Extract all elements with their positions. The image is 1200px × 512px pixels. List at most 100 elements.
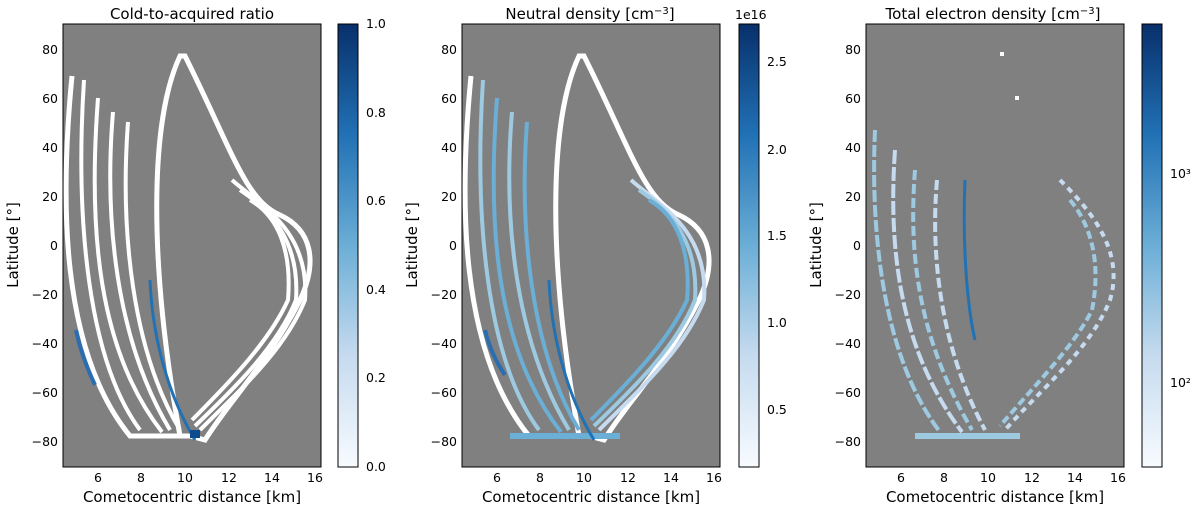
cbar-2-tick-2: 1.5 xyxy=(767,228,787,243)
cbar-2-tick-4: 2.5 xyxy=(767,54,787,69)
track-right-1 xyxy=(198,178,308,432)
y-label-2: Latitude [°] xyxy=(403,202,421,288)
track-inner-3 xyxy=(108,111,172,432)
x-tick-1-12: 12 xyxy=(221,470,237,485)
x-tick-2-6: 6 xyxy=(493,470,501,485)
x-tick-2-12: 12 xyxy=(620,470,636,485)
cbar-1-tick-1: 0.2 xyxy=(366,370,386,385)
panel-cold-ratio: Cold-to-acquired ratio 6 8 10 12 14 16 C… xyxy=(4,5,386,506)
track-3-inner-3 xyxy=(911,169,974,432)
plot-area-2 xyxy=(461,23,721,468)
y-tick-1-60: 60 xyxy=(42,91,58,106)
track-3-inner-2 xyxy=(891,149,964,434)
panel-2-title: Neutral density [cm−3] xyxy=(505,5,674,23)
panel-electron-density: Total electron density [cm−3] 6 8 10 12 … xyxy=(807,5,1191,506)
x-axis-3: 6 8 10 12 14 16 Cometocentric distance [… xyxy=(886,470,1126,506)
y-tick-1-m20: −20 xyxy=(32,287,58,302)
y-tick-3-m60: −60 xyxy=(835,385,861,400)
track-right-3 xyxy=(190,198,291,422)
highlight-1 xyxy=(148,279,197,441)
y-tick-2-m20: −20 xyxy=(431,287,457,302)
track-2-right-3 xyxy=(589,198,690,422)
highlight-2 xyxy=(74,329,97,386)
cbar-2-tick-3: 2.0 xyxy=(767,142,787,157)
panel-3-title: Total electron density [cm−3] xyxy=(885,5,1101,23)
y-axis-3: 80 60 40 20 0 −20 −40 −60 −80 Latitude [… xyxy=(807,42,861,449)
track-inner-1 xyxy=(79,79,142,432)
x-tick-1-16: 16 xyxy=(307,470,323,485)
y-tick-3-80: 80 xyxy=(845,42,861,57)
y-axis-2: 80 60 40 20 0 −20 −40 −60 −80 Latitude [… xyxy=(403,42,457,449)
x-axis-2: 6 8 10 12 14 16 Cometocentric distance [… xyxy=(482,470,722,506)
y-tick-1-0: 0 xyxy=(50,238,58,253)
track-2-inner-3 xyxy=(507,111,571,432)
y-tick-3-m80: −80 xyxy=(835,434,861,449)
x-tick-2-14: 14 xyxy=(663,470,679,485)
highlight-2-1 xyxy=(547,279,596,441)
y-tick-1-m60: −60 xyxy=(32,385,58,400)
cbar-2-tick-0: 0.5 xyxy=(767,402,787,417)
heatmap-3 xyxy=(872,52,1116,439)
panel-1-title: Cold-to-acquired ratio xyxy=(110,5,274,23)
x-tick-2-10: 10 xyxy=(576,470,592,485)
x-tick-3-6: 6 xyxy=(897,470,905,485)
y-tick-2-m60: −60 xyxy=(431,385,457,400)
y-tick-2-20: 20 xyxy=(441,189,457,204)
plot-area-1 xyxy=(62,23,322,468)
y-tick-2-40: 40 xyxy=(441,140,457,155)
track-2-right-1 xyxy=(597,178,707,432)
x-label-3: Cometocentric distance [km] xyxy=(886,488,1104,506)
y-label-1: Latitude [°] xyxy=(4,202,22,288)
y-tick-1-m80: −80 xyxy=(32,434,58,449)
y-tick-3-20: 20 xyxy=(845,189,861,204)
track-3-right-1 xyxy=(1003,178,1116,432)
y-tick-1-m40: −40 xyxy=(32,336,58,351)
cbar-3-tick-1: 10³ xyxy=(1170,166,1191,181)
y-tick-1-20: 20 xyxy=(42,189,58,204)
y-tick-3-m40: −40 xyxy=(835,336,861,351)
cbar-1-tick-5: 1.0 xyxy=(366,16,386,31)
y-tick-3-60: 60 xyxy=(845,91,861,106)
y-label-3: Latitude [°] xyxy=(807,202,825,288)
x-label-2: Cometocentric distance [km] xyxy=(482,488,700,506)
y-tick-3-0: 0 xyxy=(853,238,861,253)
x-label-1: Cometocentric distance [km] xyxy=(83,488,301,506)
highlight-3-1 xyxy=(962,179,977,341)
track-2-inner-4 xyxy=(522,121,581,432)
cbar-1-tick-3: 0.6 xyxy=(366,193,386,208)
highlight-3 xyxy=(190,430,200,438)
track-3-inner-4 xyxy=(933,179,987,431)
cbar-1-tick-2: 0.4 xyxy=(366,282,386,297)
colorbar-1: 0.0 0.2 0.4 0.6 0.8 1.0 xyxy=(337,16,386,474)
y-tick-1-40: 40 xyxy=(42,140,58,155)
y-tick-3-m20: −20 xyxy=(835,287,861,302)
x-tick-3-14: 14 xyxy=(1067,470,1083,485)
track-outer-loop xyxy=(63,53,313,443)
track-2-inner-1 xyxy=(478,79,541,432)
cbar-3-tick-0: 10² xyxy=(1170,375,1191,390)
track-3-right-2 xyxy=(998,198,1098,428)
colorbar-1-bar xyxy=(337,23,359,468)
x-tick-1-6: 6 xyxy=(94,470,102,485)
y-tick-2-60: 60 xyxy=(441,91,457,106)
x-tick-1-14: 14 xyxy=(264,470,280,485)
colorbar-2-bar xyxy=(738,23,760,468)
x-tick-3-10: 10 xyxy=(980,470,996,485)
heatmap-2 xyxy=(462,53,712,443)
y-axis-1: 80 60 40 20 0 −20 −40 −60 −80 Latitude [… xyxy=(4,42,58,449)
cbar-1-tick-0: 0.0 xyxy=(366,459,386,474)
x-tick-3-16: 16 xyxy=(1110,470,1126,485)
x-tick-1-8: 8 xyxy=(137,470,145,485)
plot-area-3 xyxy=(865,23,1125,468)
x-axis-1: 6 8 10 12 14 16 Cometocentric distance [… xyxy=(83,470,323,506)
x-tick-2-16: 16 xyxy=(706,470,722,485)
track-inner-2 xyxy=(92,97,164,434)
y-tick-2-0: 0 xyxy=(449,238,457,253)
cbar-2-tick-1: 1.0 xyxy=(767,315,787,330)
colorbar-2: 1e16 0.5 1.0 1.5 2.0 2.5 xyxy=(735,7,787,468)
fleck-3-2 xyxy=(1015,96,1019,100)
y-tick-3-40: 40 xyxy=(845,140,861,155)
x-tick-3-12: 12 xyxy=(1024,470,1040,485)
y-tick-2-80: 80 xyxy=(441,42,457,57)
